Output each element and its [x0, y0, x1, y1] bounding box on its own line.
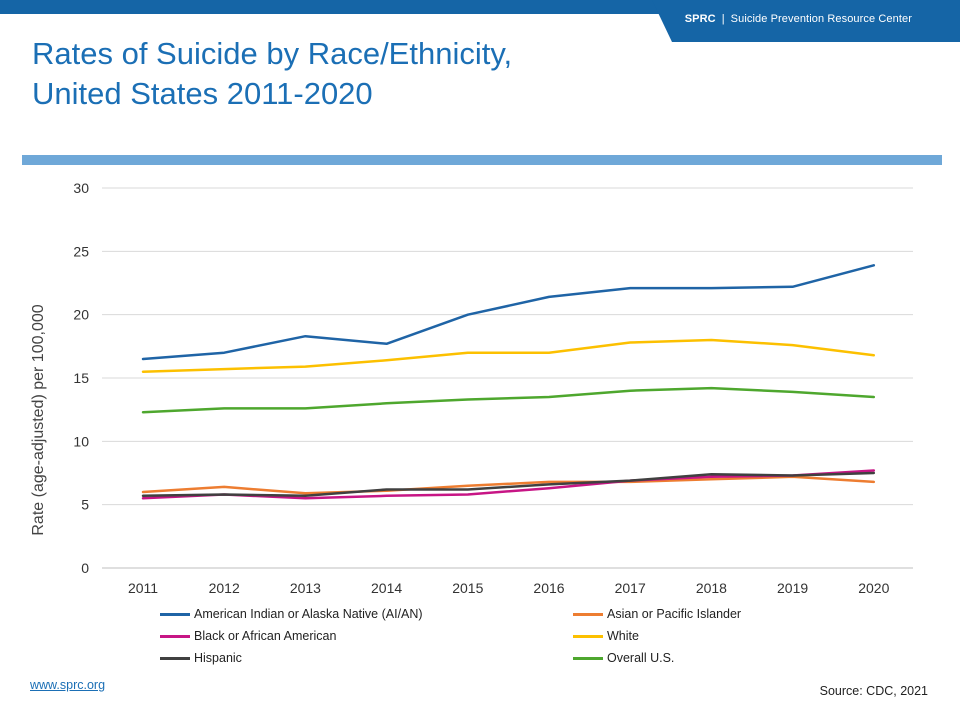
slide-title-line-1: Rates of Suicide by Race/Ethnicity, — [32, 36, 513, 71]
header-separator: | — [721, 13, 725, 25]
legend-item: Black or African American — [160, 629, 336, 643]
org-name: Suicide Prevention Resource Center — [730, 13, 912, 25]
legend-swatch — [160, 634, 190, 638]
x-tick-label: 2019 — [777, 580, 808, 596]
legend-label: Hispanic — [194, 651, 242, 665]
title-divider — [22, 155, 942, 165]
x-tick-label: 2016 — [533, 580, 564, 596]
line-chart: 0 5 10 15 20 25 30 2011 2012 2013 2014 2015 2016 2017… — [30, 180, 913, 596]
series-line-hispanic — [141, 471, 876, 498]
source-note: Source: CDC, 2021 — [819, 684, 928, 698]
x-tick-label: 2013 — [290, 580, 321, 596]
legend-item: White — [573, 629, 639, 643]
legend-label: American Indian or Alaska Native (AI/AN) — [194, 607, 423, 621]
series-line-overall-u-s — [141, 386, 876, 414]
y-tick-label: 30 — [73, 180, 89, 196]
legend-label: Asian or Pacific Islander — [607, 607, 742, 621]
x-tick-label: 2012 — [209, 580, 240, 596]
header-org-label: SPRC | Suicide Prevention Resource Center — [685, 13, 912, 25]
legend-swatch — [573, 656, 603, 660]
y-axis-label: Rate (age-adjusted) per 100,000 — [30, 304, 47, 535]
legend-item: Asian or Pacific Islander — [573, 607, 741, 621]
y-tick-label: 25 — [73, 243, 89, 259]
legend-swatch — [573, 634, 603, 638]
x-tick-label: 2017 — [615, 580, 646, 596]
series-line-american-indian-or-alaska-native-ai-an — [141, 264, 876, 361]
header-tab — [652, 0, 960, 42]
legend-item: Overall U.S. — [573, 651, 674, 665]
x-tick-label: 2014 — [371, 580, 402, 596]
legend-label: White — [607, 629, 639, 643]
y-tick-label: 10 — [73, 433, 89, 449]
legend-swatch — [573, 612, 603, 616]
legend-item: Hispanic — [160, 651, 242, 665]
series-line-asian-or-pacific-islander — [141, 475, 876, 495]
y-tick-label: 5 — [81, 497, 89, 513]
y-tick-label: 15 — [73, 370, 89, 386]
legend-label: Overall U.S. — [607, 651, 675, 665]
legend-label: Black or African American — [194, 629, 337, 643]
slide-title: Rates of Suicide by Race/Ethnicity, Unit… — [32, 34, 512, 114]
legend-item: American Indian or Alaska Native (AI/AN) — [160, 607, 423, 621]
x-tick-label: 2020 — [858, 580, 889, 596]
website-link[interactable]: www.sprc.org — [30, 678, 106, 692]
slide-title-line-2: United States 2011-2020 — [32, 76, 373, 111]
legend-swatch — [160, 612, 190, 616]
y-tick-label: 20 — [73, 307, 89, 323]
y-tick-label: 0 — [81, 560, 89, 576]
legend-swatch — [160, 656, 190, 660]
x-tick-label: 2015 — [452, 580, 483, 596]
series-line-white — [141, 338, 876, 373]
x-tick-label: 2011 — [128, 580, 158, 596]
x-tick-label: 2018 — [696, 580, 727, 596]
org-abbreviation: SPRC — [684, 13, 716, 25]
